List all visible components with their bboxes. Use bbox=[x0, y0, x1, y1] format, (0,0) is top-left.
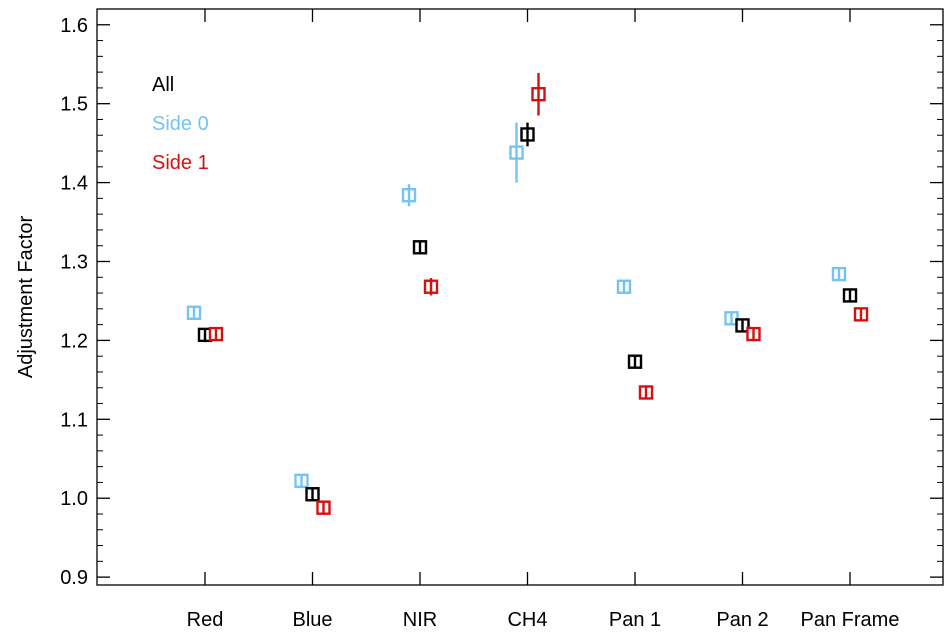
y-tick-label: 1.1 bbox=[60, 409, 88, 431]
y-tick-label: 1.3 bbox=[60, 251, 88, 273]
x-tick-label: Pan 2 bbox=[716, 609, 768, 631]
x-tick-label: Pan 1 bbox=[609, 609, 661, 631]
y-tick-label: 1.2 bbox=[60, 330, 88, 352]
x-tick-label: Red bbox=[187, 609, 224, 631]
legend-entry: Side 0 bbox=[152, 113, 209, 135]
y-tick-label: 1.4 bbox=[60, 173, 88, 195]
legend: All Side 0 Side 1 bbox=[152, 74, 209, 174]
series-layer bbox=[186, 72, 869, 515]
plot-area-frame bbox=[96, 8, 944, 586]
y-tick-label: 1.5 bbox=[60, 94, 88, 116]
series-group bbox=[208, 72, 869, 515]
y-tick-label: 0.9 bbox=[60, 567, 88, 589]
series-group bbox=[197, 122, 858, 502]
x-ticks: Red Blue NIR CH4 Pan 1 Pan 2 Pan Frame bbox=[187, 9, 900, 631]
x-tick-label: NIR bbox=[403, 609, 437, 631]
x-tick-label: Blue bbox=[292, 609, 332, 631]
x-tick-label: CH4 bbox=[507, 609, 547, 631]
legend-entry: Side 1 bbox=[152, 152, 209, 174]
y-axis-title: Adjustment Factor bbox=[15, 216, 37, 379]
y-ticks: 0.9 1.0 1.1 1.2 1.3 1.4 1.5 1.6 bbox=[60, 15, 943, 589]
series-group bbox=[186, 122, 847, 489]
x-tick-label: Pan Frame bbox=[801, 609, 900, 631]
y-tick-label: 1.6 bbox=[60, 15, 88, 37]
y-tick-label: 1.0 bbox=[60, 488, 88, 510]
legend-entry: All bbox=[152, 74, 174, 96]
